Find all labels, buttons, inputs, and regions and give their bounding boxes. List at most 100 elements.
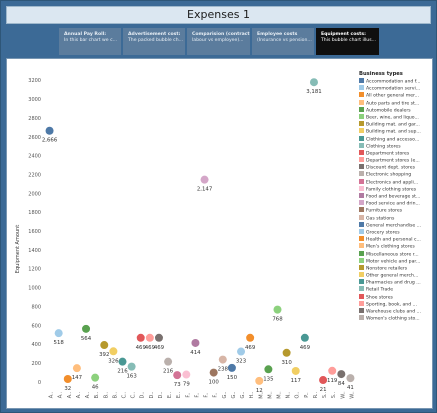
legend-item[interactable]: Retail Trade bbox=[359, 286, 431, 293]
legend-item[interactable]: Other general merch... bbox=[359, 272, 431, 279]
legend-swatch bbox=[359, 149, 364, 155]
scatter-marks bbox=[45, 78, 355, 385]
y-tick-label: 2800 bbox=[28, 116, 41, 122]
legend-item[interactable]: Warehouse clubs and ... bbox=[359, 308, 431, 315]
scatter-point[interactable] bbox=[72, 364, 81, 373]
legend-item[interactable]: Automobile dealers bbox=[359, 106, 431, 114]
scatter-point[interactable] bbox=[136, 333, 145, 342]
legend-swatch bbox=[359, 264, 364, 270]
scatter-point[interactable] bbox=[200, 175, 209, 184]
scatter-point[interactable] bbox=[346, 374, 355, 383]
legend-swatch bbox=[359, 128, 364, 134]
legend-swatch bbox=[359, 164, 364, 170]
scatter-point[interactable] bbox=[237, 347, 246, 356]
scatter-point[interactable] bbox=[45, 126, 54, 135]
legend-item[interactable]: Pharmacies and drug ... bbox=[359, 279, 431, 286]
scatter-point[interactable] bbox=[255, 376, 264, 385]
scatter-point[interactable] bbox=[309, 78, 318, 87]
scatter-point[interactable] bbox=[91, 373, 100, 382]
story-tab-annual-payroll[interactable]: Annual Pay Roll: In this bar chart we c.… bbox=[59, 28, 121, 55]
legend-label: Family clothing stores bbox=[366, 187, 417, 193]
scatter-point[interactable] bbox=[191, 338, 200, 347]
scatter-point[interactable] bbox=[319, 376, 328, 385]
scatter-point[interactable] bbox=[118, 357, 127, 366]
scatter-point[interactable] bbox=[282, 348, 291, 357]
data-label: 100 bbox=[209, 380, 220, 386]
x-tick-label: F.. bbox=[194, 392, 200, 398]
y-tick-label: 400 bbox=[31, 342, 41, 348]
scatter-point[interactable] bbox=[154, 333, 163, 342]
data-label: 135 bbox=[263, 376, 273, 382]
legend-item[interactable]: Clothing and accesso... bbox=[359, 135, 431, 143]
data-labels: 2,66651832147564463923262161634694694692… bbox=[42, 89, 354, 394]
scatter-point[interactable] bbox=[218, 355, 227, 364]
legend-swatch bbox=[359, 250, 364, 256]
x-tick-label: W.. bbox=[349, 391, 355, 399]
scatter-point[interactable] bbox=[246, 333, 255, 342]
legend-item[interactable]: Family clothing stores bbox=[359, 185, 431, 193]
legend-item[interactable]: Men's clothing stores bbox=[359, 243, 431, 250]
story-tab-equipment-costs[interactable]: Equipment costs: This bubble chart illus… bbox=[316, 28, 379, 55]
data-label: 469 bbox=[145, 345, 156, 351]
legend-item[interactable]: Food and beverage st... bbox=[359, 193, 431, 200]
legend-item[interactable]: Clothing stores bbox=[359, 142, 431, 150]
scatter-point[interactable] bbox=[182, 370, 191, 379]
legend-item[interactable]: Accommodation servi... bbox=[359, 85, 431, 92]
scatter-point[interactable] bbox=[264, 365, 273, 374]
legend-item[interactable]: Women's clothing sto... bbox=[359, 315, 431, 322]
scatter-point[interactable] bbox=[145, 333, 154, 342]
legend-item[interactable]: Miscellaneous store r... bbox=[359, 250, 431, 258]
chart-panel: Equipment Amount 0 200 400 600 800 1000 1200 14… bbox=[6, 58, 433, 409]
scatter-point[interactable] bbox=[109, 347, 118, 356]
legend-item[interactable]: All other general mer... bbox=[359, 92, 431, 99]
legend-item[interactable]: Nonstore retailers bbox=[359, 264, 431, 272]
scatter-point[interactable] bbox=[337, 370, 346, 379]
legend-item[interactable]: Electronic shopping bbox=[359, 171, 431, 178]
legend-item[interactable]: Accommodation and f... bbox=[359, 78, 431, 85]
legend-item[interactable]: Beer, wine, and liquo... bbox=[359, 113, 431, 121]
x-tick-label: C.. bbox=[131, 391, 137, 398]
scatter-point[interactable] bbox=[164, 357, 173, 366]
scatter-point[interactable] bbox=[209, 368, 218, 377]
legend-item[interactable]: Building mat. and gar... bbox=[359, 121, 431, 128]
story-tab-employee-costs[interactable]: Employee costs (Insurance vs pension... bbox=[252, 28, 314, 55]
scatter-point[interactable] bbox=[328, 366, 337, 375]
legend-swatch bbox=[359, 78, 364, 83]
y-tick-label: 2200 bbox=[28, 172, 41, 178]
scatter-point[interactable] bbox=[227, 363, 236, 372]
story-tab-advertisement-cost[interactable]: Advertisement cost: The packed bubble ch… bbox=[123, 28, 185, 55]
x-tick-label: A.. bbox=[85, 391, 91, 398]
legend-label: Retail Trade bbox=[366, 287, 394, 293]
legend-item[interactable]: Motor vehicle and par... bbox=[359, 257, 431, 265]
scatter-point[interactable] bbox=[54, 329, 63, 338]
scatter-point[interactable] bbox=[291, 366, 300, 375]
legend-item[interactable]: Building mat. and sup... bbox=[359, 128, 431, 135]
legend-item[interactable]: Grocery stores bbox=[359, 228, 431, 236]
legend-item[interactable]: Electronics and appli... bbox=[359, 178, 431, 186]
legend-item[interactable]: Department stores (e... bbox=[359, 157, 431, 164]
legend-item[interactable]: Discount dept. stores bbox=[359, 164, 431, 171]
legend-item[interactable]: Food service and drin... bbox=[359, 200, 431, 207]
scatter-point[interactable] bbox=[127, 362, 136, 371]
legend-item[interactable]: Health and personal c... bbox=[359, 236, 431, 243]
x-tick-label: F.. bbox=[185, 392, 191, 398]
tab-subtitle: labour vs employee)... bbox=[192, 38, 244, 43]
legend-item[interactable]: Auto parts and tire st... bbox=[359, 99, 431, 107]
legend-item[interactable]: General merchandise ... bbox=[359, 221, 431, 229]
legend-item[interactable]: Sporting, book, and ... bbox=[359, 300, 431, 308]
story-tab-comparison[interactable]: Comparision (contract labour vs employee… bbox=[187, 28, 250, 55]
legend-item[interactable]: Gas stations bbox=[359, 214, 431, 222]
scatter-point[interactable] bbox=[300, 333, 309, 342]
legend-label: Shoe stores bbox=[366, 295, 393, 301]
scatter-point[interactable] bbox=[100, 341, 109, 350]
legend-item[interactable]: Shoe stores bbox=[359, 293, 431, 301]
scatter-point[interactable] bbox=[173, 371, 182, 380]
legend-item[interactable]: Furniture stores bbox=[359, 207, 431, 214]
scatter-point[interactable] bbox=[273, 305, 282, 314]
scatter-point[interactable] bbox=[63, 374, 72, 383]
data-label: 21 bbox=[320, 387, 327, 393]
y-tick-label: 200 bbox=[31, 361, 41, 367]
legend-item[interactable]: Department stores bbox=[359, 149, 431, 157]
legend-label: Clothing stores bbox=[366, 144, 401, 150]
scatter-point[interactable] bbox=[82, 324, 91, 333]
